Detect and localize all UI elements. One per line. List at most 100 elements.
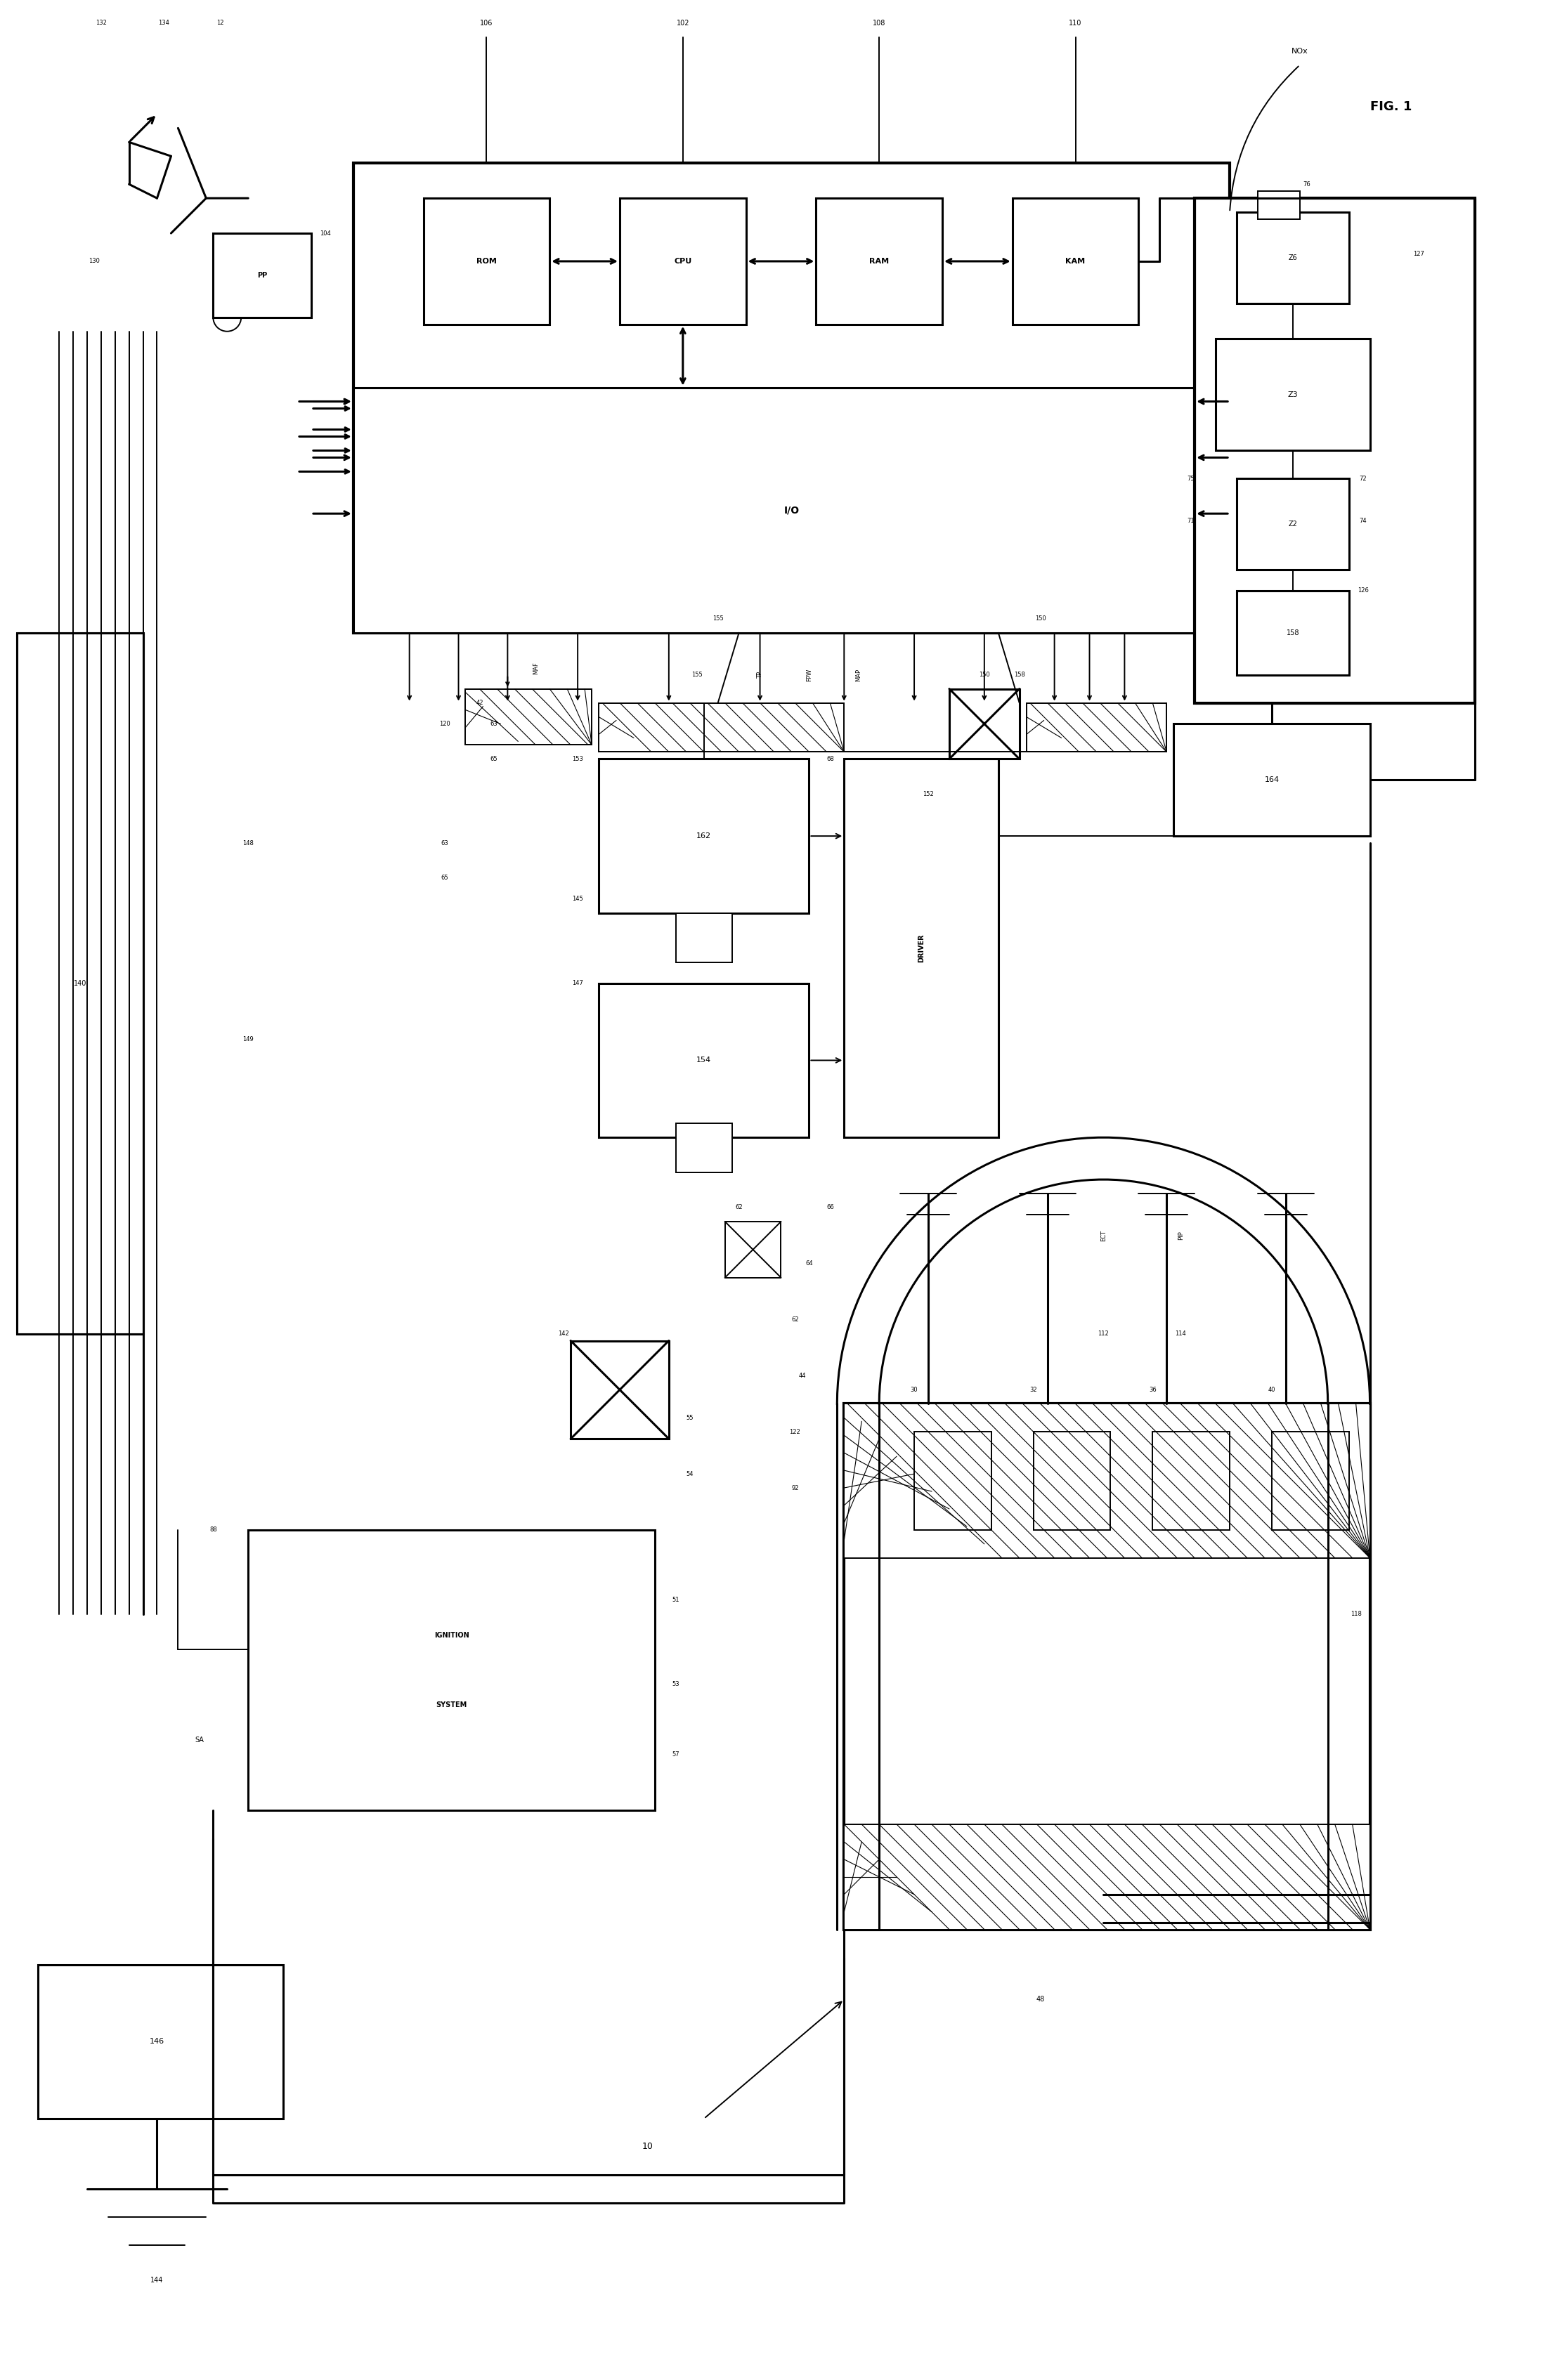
Text: 146: 146 <box>149 2037 165 2044</box>
Text: Z2: Z2 <box>1288 521 1297 528</box>
Text: PP: PP <box>257 271 267 278</box>
Text: 148: 148 <box>243 840 253 847</box>
Text: 164: 164 <box>1264 776 1280 783</box>
Text: FPW: FPW <box>805 669 812 681</box>
Text: IGNITION: IGNITION <box>434 1633 470 1637</box>
Bar <box>816 198 942 324</box>
Text: 63: 63 <box>440 840 448 847</box>
Text: TP: TP <box>757 671 764 678</box>
Text: 154: 154 <box>697 1057 711 1064</box>
Text: NOx: NOx <box>1292 48 1308 55</box>
Text: Z3: Z3 <box>1288 390 1298 397</box>
Text: MAP: MAP <box>855 669 861 681</box>
Text: 132: 132 <box>95 19 106 26</box>
Text: 153: 153 <box>572 757 583 762</box>
Text: ROM: ROM <box>476 257 496 264</box>
Bar <box>1012 198 1138 324</box>
Text: SYSTEM: SYSTEM <box>435 1702 466 1709</box>
Text: 114: 114 <box>1176 1330 1186 1338</box>
Text: 53: 53 <box>672 1680 680 1687</box>
Bar <box>1258 190 1300 219</box>
Text: 12: 12 <box>216 19 224 26</box>
Bar <box>1272 1433 1348 1530</box>
Bar <box>1236 212 1348 302</box>
Text: 68: 68 <box>826 757 833 762</box>
Text: 149: 149 <box>243 1035 253 1042</box>
Text: DRIVER: DRIVER <box>917 933 925 962</box>
Text: 44: 44 <box>798 1373 805 1378</box>
Bar <box>1236 478 1348 569</box>
Text: 142: 142 <box>558 1330 569 1338</box>
Bar <box>37 1964 283 2118</box>
Text: 48: 48 <box>1036 1997 1045 2004</box>
Text: 144: 144 <box>151 2275 163 2282</box>
Bar <box>465 688 592 745</box>
Bar <box>213 233 311 317</box>
Text: 65: 65 <box>440 876 448 881</box>
Text: 10: 10 <box>642 2142 653 2152</box>
Bar <box>844 1404 1370 1559</box>
Text: 55: 55 <box>686 1414 694 1421</box>
Bar <box>844 1825 1370 1930</box>
Text: 66: 66 <box>826 1204 833 1211</box>
Text: 150: 150 <box>978 671 991 678</box>
Text: 108: 108 <box>872 19 886 26</box>
Bar <box>571 1340 669 1440</box>
Text: 63: 63 <box>490 721 498 726</box>
Text: 140: 140 <box>73 981 87 988</box>
Text: 72: 72 <box>1359 476 1367 481</box>
Text: CPU: CPU <box>673 257 692 264</box>
Text: 54: 54 <box>686 1471 694 1478</box>
Text: 32: 32 <box>1029 1388 1037 1392</box>
Text: 36: 36 <box>1149 1388 1157 1392</box>
Text: I/O: I/O <box>784 505 799 514</box>
Text: 30: 30 <box>911 1388 917 1392</box>
Bar <box>353 164 1230 633</box>
Bar <box>1216 338 1370 450</box>
Bar <box>599 702 844 752</box>
Text: 118: 118 <box>1350 1611 1362 1618</box>
Text: PIP: PIP <box>1177 1230 1183 1240</box>
Text: 88: 88 <box>210 1528 216 1533</box>
Text: 126: 126 <box>1358 588 1368 595</box>
Bar <box>249 1530 655 1811</box>
Text: 158: 158 <box>1014 671 1025 678</box>
Text: 145: 145 <box>572 895 583 902</box>
Text: 65: 65 <box>490 757 498 762</box>
Text: 158: 158 <box>1286 628 1300 635</box>
Text: 51: 51 <box>672 1597 680 1604</box>
Text: 155: 155 <box>712 616 723 621</box>
Bar <box>844 759 998 1138</box>
Text: 110: 110 <box>1068 19 1082 26</box>
Text: KAM: KAM <box>1065 257 1085 264</box>
Bar <box>676 914 732 962</box>
Text: 127: 127 <box>1413 252 1424 257</box>
Bar <box>620 198 746 324</box>
Text: 134: 134 <box>159 19 169 26</box>
Bar <box>1152 1433 1230 1530</box>
Text: RAM: RAM <box>869 257 889 264</box>
Text: 42: 42 <box>476 700 484 707</box>
Text: 147: 147 <box>572 981 583 985</box>
Text: 62: 62 <box>791 1316 799 1323</box>
Bar <box>676 1123 732 1173</box>
Text: 62: 62 <box>736 1204 743 1211</box>
Bar <box>599 759 809 914</box>
Text: 150: 150 <box>1036 616 1047 621</box>
Text: 40: 40 <box>1267 1388 1275 1392</box>
Text: 155: 155 <box>692 671 703 678</box>
Bar <box>1026 702 1166 752</box>
Bar <box>1174 724 1370 835</box>
Text: 104: 104 <box>320 231 331 236</box>
Bar <box>914 1433 992 1530</box>
Text: 92: 92 <box>791 1485 799 1490</box>
Text: 76: 76 <box>1303 181 1311 188</box>
Bar <box>17 633 143 1333</box>
Bar <box>353 388 1230 633</box>
Text: 112: 112 <box>1098 1330 1109 1338</box>
Text: 122: 122 <box>790 1428 801 1435</box>
Text: 57: 57 <box>672 1752 680 1756</box>
Text: Z6: Z6 <box>1289 255 1297 262</box>
Text: FIG. 1: FIG. 1 <box>1370 100 1412 114</box>
Bar <box>1034 1433 1110 1530</box>
